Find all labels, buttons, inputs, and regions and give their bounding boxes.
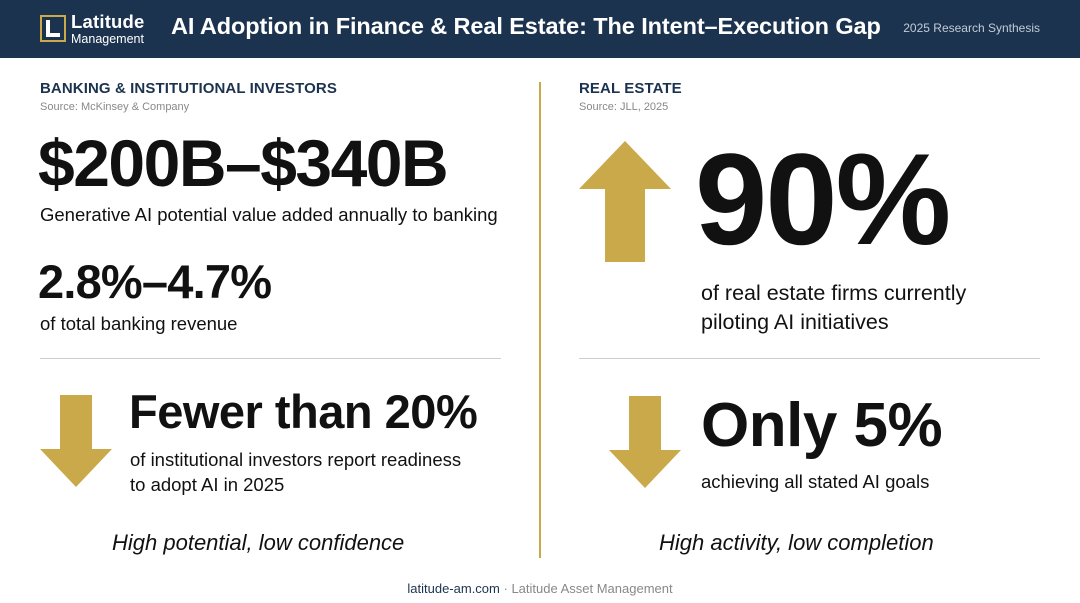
logo-text: Latitude Management — [71, 11, 145, 46]
footer-org: Latitude Asset Management — [511, 581, 673, 596]
left-section-title: BANKING & INSTITUTIONAL INVESTORS — [40, 80, 337, 97]
center-divider — [539, 82, 541, 558]
left-section-source: Source: McKinsey & Company — [40, 101, 190, 113]
piloting-percentage: 90% — [695, 126, 951, 272]
down-arrow-icon — [609, 396, 681, 488]
page-title: AI Adoption in Finance & Real Estate: Th… — [171, 13, 881, 39]
investor-readiness-desc: of institutional investors report readin… — [130, 447, 461, 497]
left-tagline: High potential, low confidence — [112, 530, 405, 555]
right-section-title: REAL ESTATE — [579, 80, 682, 97]
logo-mark-icon — [40, 15, 66, 42]
logo-subtitle: Management — [71, 31, 144, 46]
piloting-desc-line1: of real estate firms currently — [701, 281, 967, 305]
banking-value-desc: Generative AI potential value added annu… — [40, 204, 498, 225]
piloting-desc-line2: piloting AI initiatives — [701, 310, 889, 334]
goals-achieved-desc: achieving all stated AI goals — [701, 471, 930, 492]
right-tagline: High activity, low completion — [659, 530, 934, 555]
logo: Latitude Management — [40, 11, 145, 46]
banking-revenue-desc: of total banking revenue — [40, 313, 238, 334]
header-tag: 2025 Research Synthesis — [903, 21, 1040, 35]
right-divider — [579, 358, 1040, 359]
goals-achieved-stat: Only 5% — [701, 391, 943, 460]
header-bar: Latitude Management AI Adoption in Finan… — [0, 0, 1080, 58]
banking-revenue-share: 2.8%–4.7% — [38, 255, 272, 308]
footer: latitude-am.com · Latitude Asset Managem… — [0, 581, 1080, 596]
investor-readiness-stat: Fewer than 20% — [129, 385, 478, 438]
down-arrow-icon — [40, 395, 112, 487]
footer-separator: · — [499, 581, 512, 596]
banking-value-range: $200B–$340B — [38, 126, 449, 200]
left-divider — [40, 358, 501, 359]
right-section-source: Source: JLL, 2025 — [579, 101, 669, 113]
footer-site-link[interactable]: latitude-am.com — [407, 581, 500, 596]
investor-readiness-desc-line2: to adopt AI in 2025 — [130, 474, 285, 495]
up-arrow-icon — [579, 141, 671, 262]
piloting-desc: of real estate firms currently piloting … — [701, 279, 966, 337]
logo-name: Latitude — [71, 11, 145, 32]
investor-readiness-desc-line1: of institutional investors report readin… — [130, 449, 462, 470]
